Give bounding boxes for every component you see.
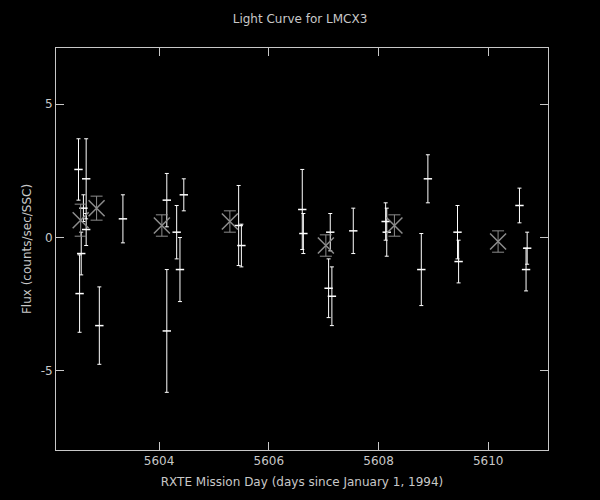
svg-text:Flux (counts/sec/SSC): Flux (counts/sec/SSC) [20,184,34,314]
svg-text:5608: 5608 [363,454,394,468]
svg-text:0: 0 [45,231,53,245]
svg-text:5: 5 [45,97,53,111]
svg-text:5606: 5606 [254,454,285,468]
svg-text:Light Curve for LMCX3: Light Curve for LMCX3 [233,12,368,26]
svg-text:5604: 5604 [144,454,175,468]
svg-text:5610: 5610 [473,454,504,468]
svg-text:RXTE Mission Day (days since J: RXTE Mission Day (days since January 1, … [161,475,443,489]
svg-text:-5: -5 [41,364,53,378]
